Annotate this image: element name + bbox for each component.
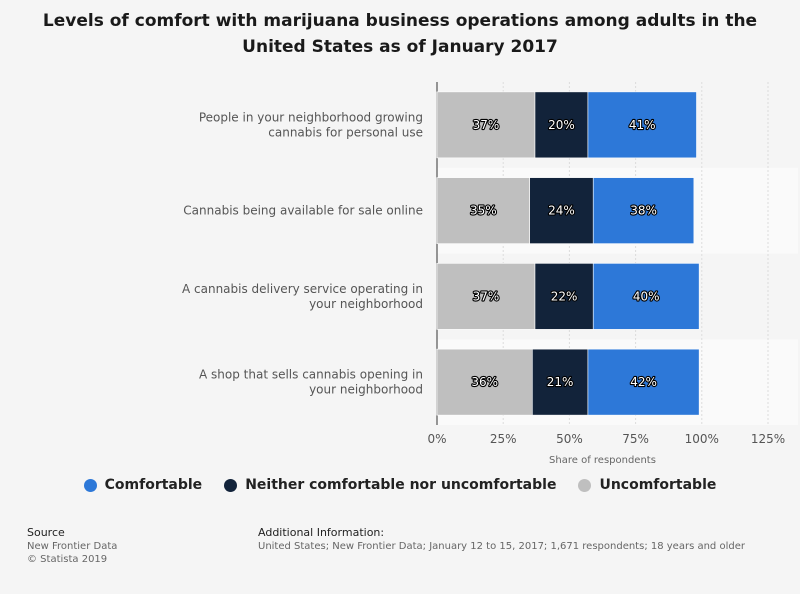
data-label: 22% [551, 289, 578, 303]
legend-label-comfortable: Comfortable [104, 477, 203, 493]
bar-segment [436, 91, 536, 159]
data-label: 24% [548, 204, 575, 218]
legend-item-neither[interactable]: Neither comfortable nor uncomfortable [224, 477, 556, 493]
legend-swatch-comfortable [83, 478, 97, 492]
category-label: your neighborhood [309, 383, 423, 397]
category-label: Cannabis being available for sale online [183, 204, 423, 218]
data-label: 38% [630, 204, 657, 218]
x-tick-label: 100% [685, 432, 719, 446]
legend-item-comfortable[interactable]: Comfortable [83, 477, 203, 493]
bar-segment [532, 348, 589, 416]
bar-segment [436, 263, 536, 330]
additional-info-heading: Additional Information: [258, 526, 385, 539]
chart-title: Levels of comfort with marijuana busines… [42, 11, 758, 57]
data-label: 36% [471, 375, 498, 389]
x-tick-label: 0% [427, 432, 446, 446]
x-axis-label: Share of respondents [549, 455, 656, 466]
data-label: 37% [473, 289, 500, 303]
data-label: 42% [630, 375, 657, 389]
copyright-line: © Statista 2019 [27, 554, 108, 565]
category-label: your neighborhood [309, 297, 423, 311]
chart-legend: Comfortable Neither comfortable nor unco… [0, 477, 800, 493]
data-label: 37% [473, 118, 500, 132]
x-tick-label: 75% [622, 432, 649, 446]
source-line[interactable]: New Frontier Data [27, 541, 118, 552]
x-tick-label: 125% [751, 432, 785, 446]
category-label: cannabis for personal use [268, 125, 423, 139]
stacked-bar-chart: 0% 25% 50% 75% 100% 125% Share of respondents 3… [181, 82, 786, 466]
bar-segment [587, 348, 700, 416]
source-heading: Source [27, 526, 65, 539]
additional-info-block: Additional Information: United States; N… [258, 526, 745, 553]
x-tick-label: 50% [556, 432, 583, 446]
additional-info-text: United States; New Frontier Data; Januar… [258, 541, 745, 552]
data-label: 35% [470, 204, 497, 218]
bar-segment [529, 177, 594, 244]
legend-item-uncomfortable[interactable]: Uncomfortable [578, 477, 716, 493]
legend-label-uncomfortable: Uncomfortable [599, 477, 717, 493]
bar-segment [587, 91, 697, 159]
bar-segment [592, 263, 700, 330]
data-label: 40% [633, 289, 660, 303]
category-label: People in your neighborhood growing [199, 110, 423, 124]
category-label: A cannabis delivery service operating in [182, 282, 423, 296]
bar-segment [534, 263, 594, 330]
bar-segment [436, 177, 530, 244]
legend-swatch-uncomfortable [578, 478, 592, 492]
legend-label-neither: Neither comfortable nor uncomfortable [245, 477, 557, 493]
bar-segment [534, 91, 589, 159]
bar-segment [592, 177, 695, 244]
category-label: A shop that sells cannabis opening in [199, 368, 423, 382]
data-label: 20% [548, 118, 575, 132]
x-tick-label: 25% [490, 432, 517, 446]
data-label: 21% [547, 375, 574, 389]
data-label: 41% [629, 118, 656, 132]
legend-swatch-neither [224, 478, 238, 492]
source-block: Source New Frontier Data © Statista 2019 [27, 526, 117, 566]
